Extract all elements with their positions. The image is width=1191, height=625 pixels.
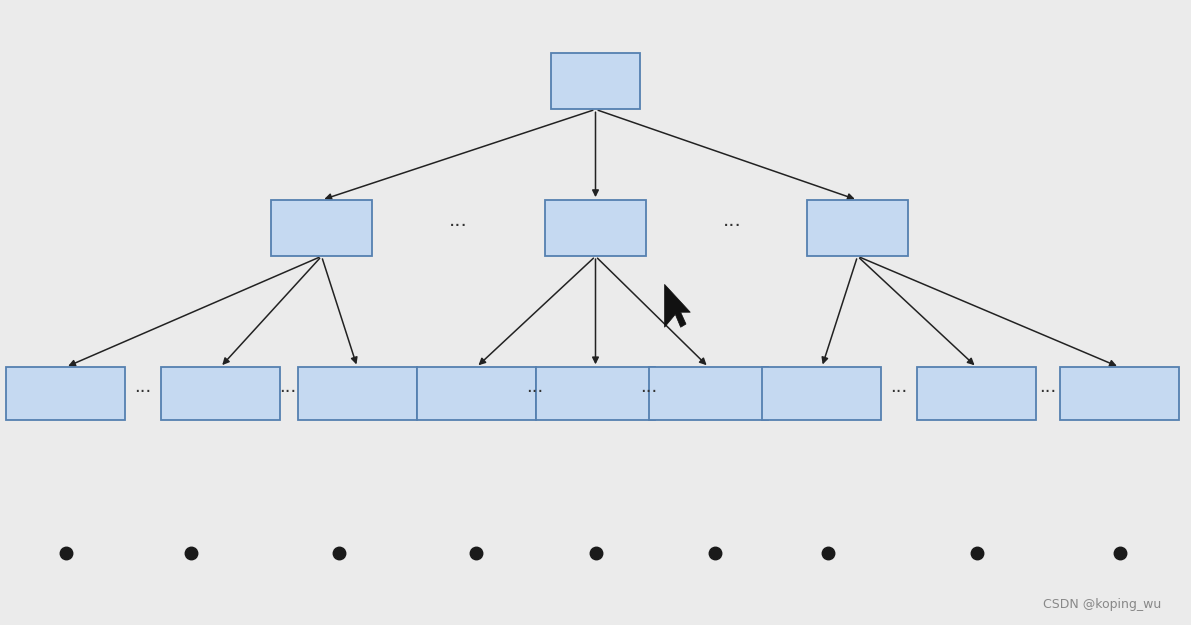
FancyBboxPatch shape xyxy=(550,53,641,109)
Text: ···: ··· xyxy=(1040,384,1056,401)
FancyBboxPatch shape xyxy=(545,200,646,256)
Text: ···: ··· xyxy=(135,384,151,401)
Text: ···: ··· xyxy=(280,384,297,401)
Text: ···: ··· xyxy=(641,384,657,401)
FancyBboxPatch shape xyxy=(762,367,881,420)
Text: ···: ··· xyxy=(526,384,543,401)
Polygon shape xyxy=(665,284,691,328)
Text: CSDN @koping_wu: CSDN @koping_wu xyxy=(1043,598,1161,611)
FancyBboxPatch shape xyxy=(649,367,768,420)
FancyBboxPatch shape xyxy=(161,367,280,420)
FancyBboxPatch shape xyxy=(6,367,125,420)
Text: ···: ··· xyxy=(891,384,908,401)
FancyBboxPatch shape xyxy=(298,367,417,420)
FancyBboxPatch shape xyxy=(807,200,908,256)
Text: ···: ··· xyxy=(723,217,742,236)
Text: ···: ··· xyxy=(449,217,468,236)
FancyBboxPatch shape xyxy=(270,200,372,256)
FancyBboxPatch shape xyxy=(1060,367,1179,420)
FancyBboxPatch shape xyxy=(417,367,536,420)
FancyBboxPatch shape xyxy=(536,367,655,420)
FancyBboxPatch shape xyxy=(917,367,1036,420)
